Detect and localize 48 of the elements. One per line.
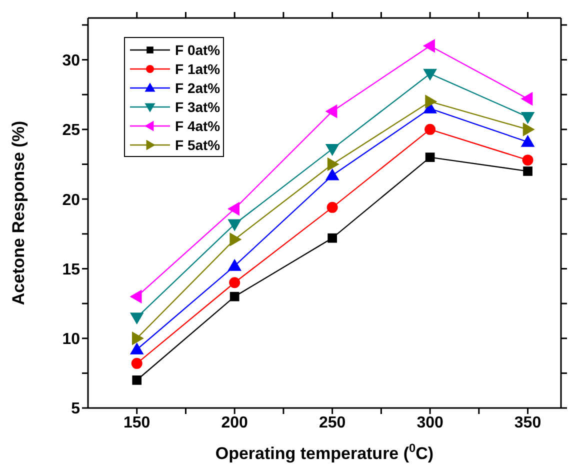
point: [230, 292, 240, 302]
point: [521, 92, 533, 106]
point: [424, 124, 436, 135]
point: [228, 219, 242, 231]
point: [326, 104, 338, 118]
x-tick-label: 300: [416, 414, 444, 432]
point: [523, 166, 532, 176]
x-tick-label: 150: [124, 414, 150, 432]
point: [522, 122, 534, 136]
y-tick-label: 15: [62, 261, 80, 278]
point: [521, 135, 534, 147]
y-tick-label: 25: [62, 122, 80, 140]
point: [228, 259, 242, 271]
y-tick-label: 10: [62, 331, 80, 348]
x-axis-title: Operating temperature ($^{0}$C): [215, 441, 434, 463]
x-tick-label: 350: [514, 414, 542, 432]
point: [423, 39, 435, 52]
point: [521, 112, 534, 124]
point: [228, 202, 240, 216]
point: [326, 202, 338, 213]
point: [230, 232, 242, 246]
legend-label: F 2at%: [175, 80, 220, 96]
y-tick-label: 30: [62, 52, 80, 70]
point: [326, 168, 339, 180]
legend-label: F 1at%: [175, 60, 220, 76]
point: [425, 152, 435, 162]
point: [425, 95, 437, 108]
legend-label: F 3at%: [175, 98, 220, 114]
point: [130, 342, 144, 354]
point: [423, 68, 437, 80]
point: [130, 290, 142, 304]
point: [132, 332, 144, 345]
y-tick-label: 5: [71, 400, 80, 418]
point: [327, 158, 339, 171]
point: [326, 144, 339, 156]
y-tick-label: 20: [62, 192, 80, 209]
x-tick-label: 250: [318, 414, 346, 432]
point: [130, 312, 144, 324]
point: [328, 233, 337, 243]
legend-label: F 5at%: [175, 136, 220, 152]
x-tick-label: 200: [221, 414, 248, 432]
point: [131, 358, 142, 369]
legend-label: F 0at%: [175, 42, 220, 58]
legend-label: F 4at%: [175, 118, 220, 134]
point: [522, 154, 534, 166]
point: [229, 277, 240, 288]
y-axis-title: Acetone Response (%): [9, 120, 28, 306]
point: [132, 375, 142, 385]
